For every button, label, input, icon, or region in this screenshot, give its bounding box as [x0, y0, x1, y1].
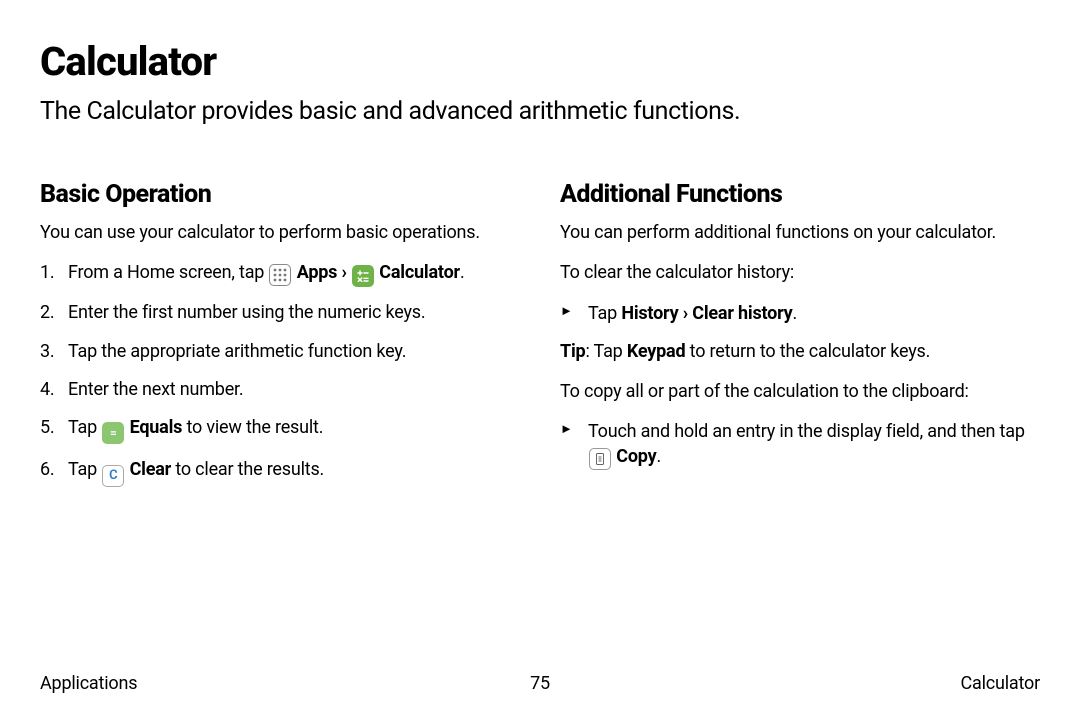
footer-page-number: 75 [530, 673, 550, 694]
step-1-suffix: . [460, 262, 465, 283]
right-column: Additional Functions You can perform add… [560, 180, 1040, 501]
page-title: Calculator [40, 38, 1040, 85]
tip-mid: : Tap [585, 341, 626, 362]
step-2: Enter the first number using the numeric… [40, 301, 520, 325]
step-1: From a Home screen, tap Apps › Calculato… [40, 261, 520, 287]
step-6-prefix: Tap [68, 459, 101, 480]
page-subtitle: The Calculator provides basic and advanc… [40, 97, 1040, 126]
content-columns: Basic Operation You can use your calcula… [40, 180, 1040, 501]
step-1-prefix: From a Home screen, tap [68, 262, 268, 283]
bullet-1-suffix: . [793, 303, 798, 324]
left-column: Basic Operation You can use your calcula… [40, 180, 520, 501]
bullet-clear-history: Tap History › Clear history. [560, 302, 1040, 326]
step-6-suffix: to clear the results. [171, 459, 324, 480]
equals-label: Equals [130, 417, 183, 438]
bullet-2-prefix: Touch and hold an entry in the display f… [588, 421, 1025, 442]
clear-label: Clear [130, 459, 172, 480]
step-5-prefix: Tap [68, 417, 101, 438]
footer-left: Applications [40, 673, 137, 694]
clear-history-intro: To clear the calculator history: [560, 261, 1040, 285]
step-3: Tap the appropriate arithmetic function … [40, 340, 520, 364]
step-6: Tap C Clear to clear the results. [40, 458, 520, 487]
history-path: History › Clear history [621, 303, 792, 324]
tip-line: Tip: Tap Keypad to return to the calcula… [560, 340, 1040, 364]
equals-icon: = [102, 422, 124, 444]
additional-functions-intro: You can perform additional functions on … [560, 221, 1040, 245]
page-footer: Applications 75 Calculator [40, 673, 1040, 694]
tip-suffix: to return to the calculator keys. [685, 341, 930, 362]
apps-icon [269, 264, 291, 286]
clear-icon: C [102, 465, 124, 487]
bullet-copy: Touch and hold an entry in the display f… [560, 420, 1040, 469]
step-5: Tap = Equals to view the result. [40, 416, 520, 444]
apps-label: Apps [297, 262, 338, 283]
basic-operation-steps: From a Home screen, tap Apps › Calculato… [40, 261, 520, 487]
tip-label: Tip [560, 341, 585, 362]
arrow-1: › [337, 262, 351, 283]
bullet-2-suffix: . [657, 446, 662, 467]
copy-label: Copy [616, 446, 656, 467]
step-5-suffix: to view the result. [182, 417, 323, 438]
calculator-label: Calculator [379, 262, 460, 283]
keypad-label: Keypad [627, 341, 686, 362]
step-4: Enter the next number. [40, 378, 520, 402]
calculator-icon [352, 265, 374, 287]
basic-operation-heading: Basic Operation [40, 180, 520, 209]
bullet-1-prefix: Tap [588, 303, 621, 324]
copy-icon [589, 448, 611, 470]
footer-right: Calculator [961, 673, 1040, 694]
basic-operation-intro: You can use your calculator to perform b… [40, 221, 520, 245]
copy-intro: To copy all or part of the calculation t… [560, 380, 1040, 404]
additional-functions-heading: Additional Functions [560, 180, 1040, 209]
